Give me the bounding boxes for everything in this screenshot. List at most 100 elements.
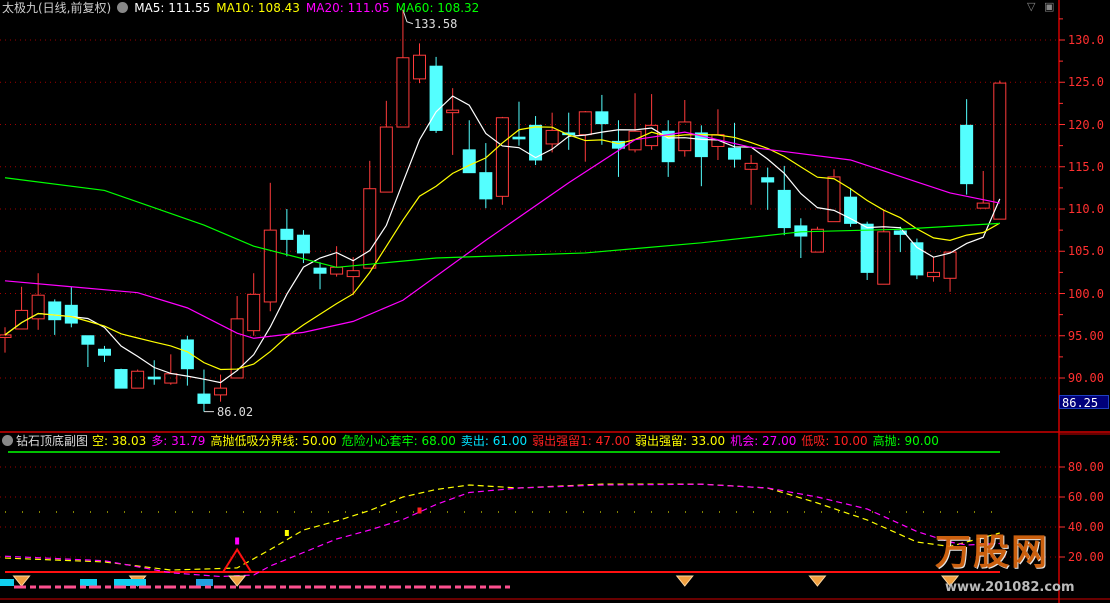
triangle-signal bbox=[222, 547, 252, 573]
candle-down bbox=[429, 65, 443, 131]
main-chart-legend: 太极九(日线,前复权) MA5: 111.55 MA10: 108.43 MA20: … bbox=[2, 1, 491, 15]
candle-down bbox=[728, 147, 742, 160]
indicator-tick-label: 40.00 bbox=[1067, 520, 1104, 534]
candle-up bbox=[943, 251, 957, 279]
price-tick-label: 130.0 bbox=[1067, 33, 1104, 47]
indicator-legend-item: 低吸: 10.00 bbox=[801, 434, 868, 448]
candle-down bbox=[280, 228, 294, 240]
candle-down bbox=[844, 196, 858, 224]
price-tick-label: 100.0 bbox=[1067, 286, 1104, 301]
indicator-toggle-icon[interactable] bbox=[2, 435, 13, 446]
candle-up bbox=[346, 270, 360, 278]
candle-down bbox=[512, 136, 526, 140]
candle-down bbox=[180, 339, 194, 370]
diamond-icon bbox=[808, 575, 827, 587]
candle-down bbox=[114, 369, 128, 389]
candle-down bbox=[910, 242, 924, 276]
ma-legend-item: MA10: 108.43 bbox=[216, 1, 300, 15]
candle-down bbox=[97, 348, 111, 356]
price-tick-label: 115.0 bbox=[1067, 159, 1104, 174]
ma20-line bbox=[4, 131, 1000, 339]
diamond-icon bbox=[12, 575, 31, 587]
candle-up bbox=[263, 229, 277, 303]
diamond-icon bbox=[941, 575, 960, 587]
signal-bar bbox=[235, 537, 240, 545]
signal-block bbox=[130, 579, 146, 586]
ma5-line bbox=[4, 95, 1001, 384]
signal-block bbox=[0, 579, 14, 586]
candle-down bbox=[794, 225, 808, 237]
candle-down bbox=[48, 301, 62, 321]
chevron-down-icon[interactable]: ▽ bbox=[1027, 0, 1036, 13]
indicator-tick-label: 60.00 bbox=[1067, 490, 1104, 504]
price-tick-label: 95.00 bbox=[1067, 328, 1104, 343]
candle-up bbox=[744, 162, 758, 170]
signal-block bbox=[114, 579, 132, 586]
indicator-legend-item: 弱出强留: 33.00 bbox=[634, 434, 726, 448]
candle-up bbox=[247, 293, 261, 332]
candle-down bbox=[529, 124, 543, 161]
indicator-title: 钻石顶底副图 bbox=[16, 434, 89, 448]
candle-up bbox=[678, 121, 692, 152]
candle-up bbox=[31, 294, 45, 320]
watermark-url: www.201082.com bbox=[945, 580, 1075, 595]
price-tick-label: 110.0 bbox=[1067, 202, 1104, 216]
candle-up bbox=[926, 271, 940, 278]
candle-down bbox=[960, 124, 974, 185]
indicator-legend-item: 高抛: 90.00 bbox=[872, 434, 939, 448]
candle-up bbox=[413, 54, 426, 80]
high-price-label: 133.58 bbox=[414, 17, 458, 31]
indicator-legend-item: 卖出: 61.00 bbox=[460, 434, 528, 448]
candle-down bbox=[777, 189, 791, 229]
candle-down bbox=[81, 335, 95, 345]
candle-up bbox=[827, 176, 841, 223]
candle-up bbox=[810, 228, 824, 253]
candle-up bbox=[446, 109, 460, 114]
ma-legend-item: MA60: 108.32 bbox=[395, 1, 480, 15]
indicator-tick-label: 20.00 bbox=[1067, 550, 1104, 564]
price-tick-label: 125.0 bbox=[1067, 75, 1104, 90]
price-tick-label: 105.0 bbox=[1067, 244, 1104, 259]
signal-bar bbox=[284, 530, 289, 536]
candle-up bbox=[396, 57, 410, 128]
candle-up bbox=[877, 231, 891, 285]
candle-down bbox=[197, 393, 211, 404]
high-marker bbox=[402, 9, 414, 25]
signal-block bbox=[80, 579, 97, 586]
candle-up bbox=[545, 129, 559, 145]
candle-down bbox=[479, 172, 493, 200]
indicator-legend: 钻石顶底副图 空: 38.03 多: 31.79 高抛低吸分界线: 50.00 危险小心… bbox=[2, 434, 950, 448]
signal-bar bbox=[417, 507, 422, 514]
candle-down bbox=[595, 111, 609, 125]
signal-block bbox=[196, 579, 213, 586]
ma-legend-item: MA20: 111.05 bbox=[305, 1, 390, 15]
candle-down bbox=[661, 130, 675, 163]
window-icon[interactable]: ▣ bbox=[1044, 0, 1055, 13]
ma60-line bbox=[4, 177, 1000, 268]
candle-up bbox=[363, 188, 377, 269]
current-price-label: 86.25 bbox=[1059, 395, 1109, 410]
indicator-tick-label: 80.00 bbox=[1067, 460, 1104, 474]
candle-down bbox=[147, 376, 161, 380]
stock-title: 太极九(日线,前复权) bbox=[2, 1, 112, 15]
price-tick-label: 120.0 bbox=[1067, 117, 1104, 132]
long-line bbox=[4, 483, 1000, 578]
candle-down bbox=[296, 234, 310, 254]
indicator-legend-item: 机会: 27.00 bbox=[730, 434, 797, 448]
indicator-legend-item: 危险小心套牢: 68.00 bbox=[341, 434, 456, 448]
watermark-logo: 万股网 bbox=[935, 532, 1050, 573]
candle-down bbox=[64, 304, 78, 324]
candle-down bbox=[761, 177, 775, 183]
candle-up bbox=[578, 111, 592, 136]
indicator-legend-item: 多: 31.79 bbox=[151, 434, 206, 448]
candle-down bbox=[462, 149, 476, 174]
settings-circle-icon[interactable] bbox=[117, 2, 129, 13]
candle-up bbox=[131, 370, 145, 389]
diamond-icon bbox=[228, 575, 247, 587]
candle-up bbox=[214, 387, 228, 396]
indicator-legend-item: 高抛低吸分界线: 50.00 bbox=[210, 434, 337, 448]
candle-up bbox=[230, 318, 244, 379]
candle-down bbox=[860, 223, 874, 273]
candle-down bbox=[611, 140, 625, 149]
